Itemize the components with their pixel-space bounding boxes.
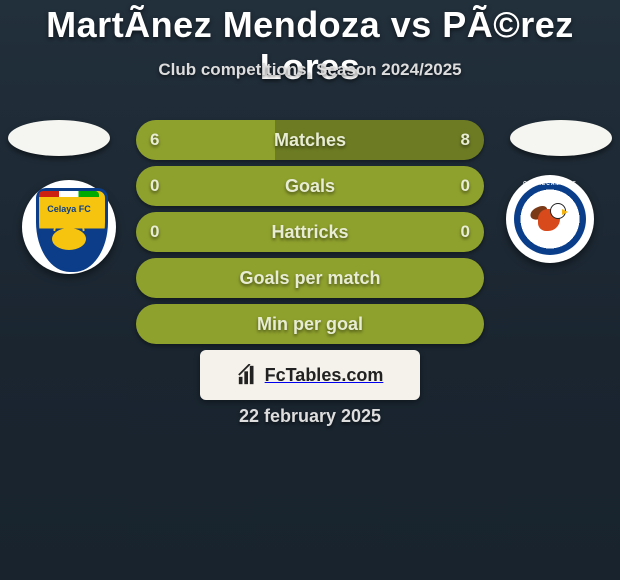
stat-row-hattricks: 0 Hattricks 0: [136, 212, 484, 252]
brand-link[interactable]: FcTables.com: [200, 350, 420, 400]
stat-row-min-per-goal: Min per goal: [136, 304, 484, 344]
page-subtitle: Club competitions, Season 2024/2025: [0, 60, 620, 80]
comparison-card: MartÃnez Mendoza vs PÃ©rez Lores Club co…: [0, 0, 620, 580]
stat-label: Matches: [136, 120, 484, 160]
stat-right-value: 0: [461, 212, 470, 252]
brand-text: FcTables.com: [265, 365, 384, 386]
stats-table: 6 Matches 8 0 Goals 0 0 Hattricks 0 Goal…: [136, 120, 484, 350]
celaya-crest-icon: Celaya FC: [36, 188, 102, 266]
stat-right-value: 8: [461, 120, 470, 160]
player-left-avatar: [8, 120, 110, 156]
club-left-crest: Celaya FC: [22, 180, 116, 274]
stat-right-value: 0: [461, 166, 470, 206]
player-right-avatar: [510, 120, 612, 156]
comparison-date: 22 february 2025: [0, 406, 620, 427]
crest-right-text: CORRECAMINOS: [514, 181, 586, 187]
stat-row-goals: 0 Goals 0: [136, 166, 484, 206]
bar-chart-icon: [237, 364, 259, 386]
club-right-crest: CORRECAMINOS: [506, 175, 594, 263]
stat-label: Hattricks: [136, 212, 484, 252]
stat-label: Min per goal: [136, 304, 484, 344]
crest-left-text: Celaya FC: [36, 204, 102, 214]
stat-label: Goals: [136, 166, 484, 206]
stat-row-matches: 6 Matches 8: [136, 120, 484, 160]
stat-label: Goals per match: [136, 258, 484, 298]
stat-row-goals-per-match: Goals per match: [136, 258, 484, 298]
correcaminos-crest-icon: CORRECAMINOS: [514, 183, 586, 255]
